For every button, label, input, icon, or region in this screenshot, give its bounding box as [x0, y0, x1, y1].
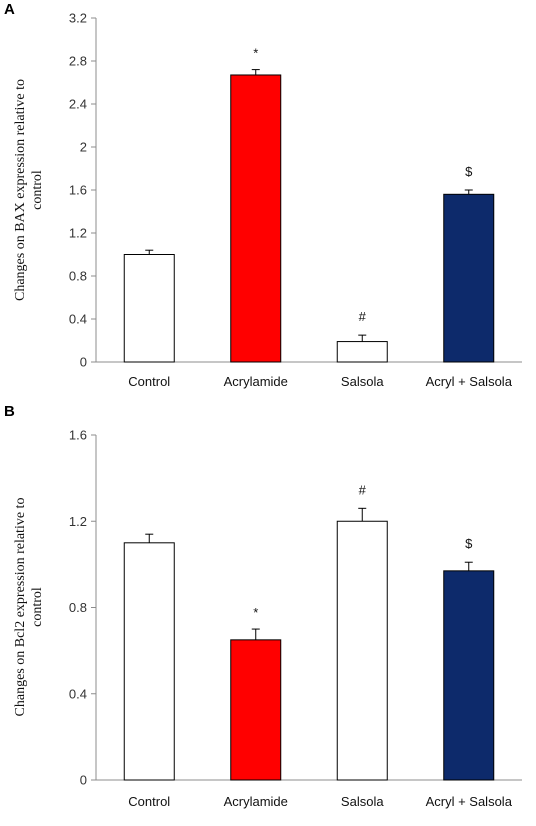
- y-tick-label: 0: [80, 355, 87, 370]
- y-tick-label: 0.8: [69, 600, 87, 615]
- y-tick-label: 2.4: [69, 97, 87, 112]
- bar-acrylamide: [230, 639, 282, 781]
- x-tick-label: Acrylamide: [224, 794, 288, 809]
- significance-marker: *: [253, 46, 258, 61]
- y-axis-label: Changes on Bcl2 expression relative to co…: [13, 498, 45, 717]
- y-axis-label-line: control: [30, 587, 45, 627]
- y-tick-label: 1.2: [69, 226, 87, 241]
- bar-acryl-salsola: [443, 193, 495, 363]
- bar-salsola: [336, 520, 388, 781]
- y-tick-label: 0.4: [69, 312, 87, 327]
- y-tick-label: 3.2: [69, 11, 87, 26]
- significance-marker: $: [465, 536, 473, 551]
- y-axis-label-line: Changes on BAX expression relative to: [13, 79, 28, 301]
- x-tick-label: Acrylamide: [224, 374, 288, 389]
- y-tick-label: 2: [80, 140, 87, 155]
- x-tick-label: Salsola: [341, 374, 384, 389]
- bar-acryl-salsola: [443, 570, 495, 781]
- x-tick-label: Acryl + Salsola: [426, 794, 513, 809]
- bar-control: [123, 542, 175, 781]
- y-tick-label: 1.6: [69, 428, 87, 443]
- y-axis-label-line: control: [30, 170, 45, 210]
- x-tick-label: Acryl + Salsola: [426, 374, 513, 389]
- y-tick-label: 0.8: [69, 269, 87, 284]
- y-axis-label-line: Changes on Bcl2 expression relative to: [13, 498, 28, 717]
- y-axis-label: Changes on BAX expression relative to con…: [13, 79, 45, 301]
- significance-marker: #: [359, 482, 367, 497]
- y-tick-label: 0.4: [69, 686, 87, 701]
- y-tick-label: 1.2: [69, 514, 87, 529]
- y-tick-label: 2.8: [69, 54, 87, 69]
- panel-label: B: [4, 403, 15, 420]
- x-tick-label: Salsola: [341, 794, 384, 809]
- significance-marker: *: [253, 605, 258, 620]
- bar-control: [123, 254, 175, 363]
- x-tick-label: Control: [128, 794, 170, 809]
- x-tick-label: Control: [128, 374, 170, 389]
- chart-panel-a: A 0 0.4 0.8 1.2 1.6 2 2.4 2.8 3.2 Changes on BAX e…: [4, 1, 522, 389]
- panel-label: A: [4, 1, 15, 18]
- y-tick-label: 0: [80, 773, 87, 788]
- bar-salsola: [336, 341, 388, 363]
- significance-marker: #: [359, 309, 367, 324]
- bar-acrylamide: [230, 74, 282, 363]
- significance-marker: $: [465, 164, 473, 179]
- y-tick-label: 1.6: [69, 183, 87, 198]
- chart-panel-b: B 0 0.4 0.8 1.2 1.6 Changes on Bcl2 expression…: [4, 403, 522, 809]
